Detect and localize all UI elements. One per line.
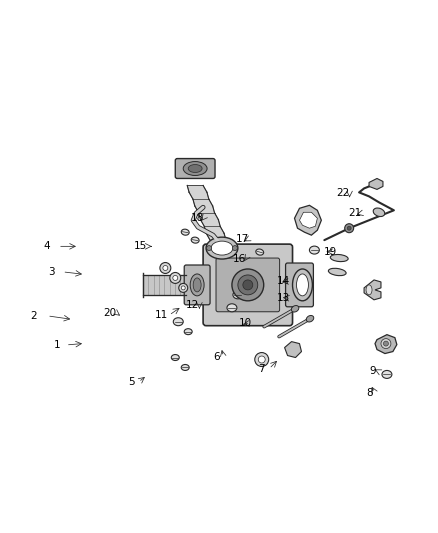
Text: 3: 3 — [48, 267, 55, 277]
Ellipse shape — [171, 354, 179, 360]
Circle shape — [383, 341, 389, 346]
Text: 8: 8 — [366, 387, 372, 398]
Circle shape — [207, 246, 212, 251]
Text: 13: 13 — [277, 293, 290, 303]
Ellipse shape — [181, 365, 189, 370]
Ellipse shape — [190, 274, 204, 296]
Ellipse shape — [256, 249, 264, 255]
Text: 18: 18 — [191, 213, 204, 223]
Circle shape — [163, 265, 168, 270]
Ellipse shape — [309, 246, 319, 254]
Text: 9: 9 — [369, 366, 375, 376]
Polygon shape — [294, 205, 321, 235]
Text: 20: 20 — [103, 308, 116, 318]
Ellipse shape — [233, 291, 243, 299]
Text: 19: 19 — [323, 247, 337, 257]
Ellipse shape — [293, 269, 312, 301]
Text: 12: 12 — [186, 300, 200, 310]
Polygon shape — [375, 335, 397, 353]
Ellipse shape — [173, 318, 183, 326]
Circle shape — [243, 280, 253, 290]
Ellipse shape — [306, 316, 314, 322]
Ellipse shape — [366, 285, 372, 295]
Text: 1: 1 — [54, 340, 60, 350]
Ellipse shape — [373, 208, 385, 216]
Text: 6: 6 — [213, 352, 220, 361]
Ellipse shape — [183, 161, 207, 175]
Circle shape — [160, 263, 171, 273]
Text: 4: 4 — [44, 241, 50, 252]
Circle shape — [345, 224, 353, 233]
Ellipse shape — [330, 254, 348, 262]
Ellipse shape — [181, 229, 189, 235]
Circle shape — [232, 269, 264, 301]
Polygon shape — [369, 179, 383, 189]
Ellipse shape — [184, 329, 192, 335]
Polygon shape — [364, 280, 381, 300]
Circle shape — [179, 284, 188, 293]
Text: 15: 15 — [134, 241, 147, 252]
Text: 17: 17 — [237, 234, 250, 244]
Polygon shape — [285, 342, 301, 358]
Circle shape — [170, 272, 181, 284]
Circle shape — [347, 226, 351, 230]
FancyBboxPatch shape — [286, 263, 314, 307]
Text: 2: 2 — [31, 311, 37, 321]
FancyBboxPatch shape — [175, 158, 215, 179]
Ellipse shape — [227, 304, 237, 312]
Text: 16: 16 — [233, 254, 247, 263]
Ellipse shape — [211, 241, 233, 255]
Ellipse shape — [188, 165, 202, 173]
Text: 14: 14 — [277, 276, 290, 286]
Ellipse shape — [291, 305, 299, 312]
Text: 10: 10 — [239, 318, 252, 328]
Circle shape — [181, 286, 185, 290]
Circle shape — [238, 275, 258, 295]
FancyBboxPatch shape — [184, 265, 210, 305]
Ellipse shape — [191, 237, 199, 243]
Ellipse shape — [297, 274, 308, 296]
Circle shape — [233, 246, 237, 251]
Text: 7: 7 — [258, 364, 265, 374]
FancyBboxPatch shape — [216, 258, 279, 312]
Polygon shape — [187, 185, 226, 240]
Circle shape — [255, 352, 268, 367]
Ellipse shape — [328, 268, 346, 276]
Circle shape — [173, 276, 178, 280]
Circle shape — [381, 338, 391, 349]
FancyBboxPatch shape — [203, 244, 293, 326]
Ellipse shape — [193, 278, 201, 292]
Ellipse shape — [382, 370, 392, 378]
Circle shape — [258, 356, 265, 363]
Text: 5: 5 — [128, 377, 134, 387]
Text: 22: 22 — [336, 188, 350, 198]
Ellipse shape — [206, 237, 238, 259]
Polygon shape — [300, 212, 318, 228]
Text: 21: 21 — [348, 208, 361, 219]
Text: 11: 11 — [155, 310, 168, 320]
